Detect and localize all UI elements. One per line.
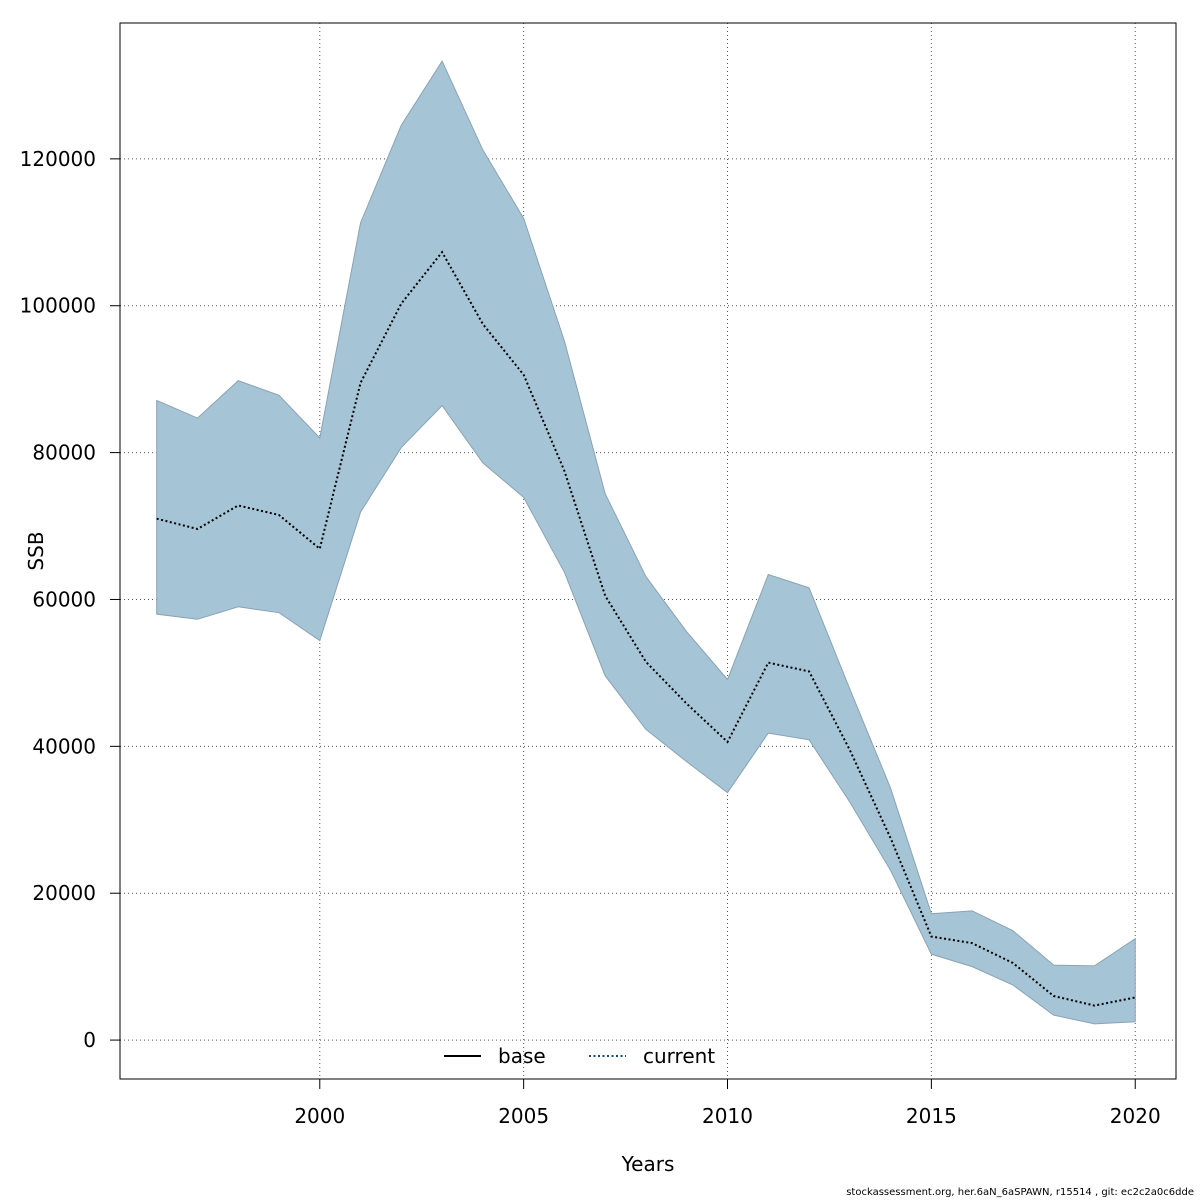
x-tick-label: 2020 <box>1110 1104 1161 1128</box>
y-axis: 0 20000 40000 60000 80000 100000 120000 <box>20 147 121 1052</box>
series-line-current <box>156 250 1136 1007</box>
y-tick-label: 0 <box>83 1028 96 1052</box>
legend-label-base: base <box>498 1044 546 1068</box>
confidence-band <box>156 60 1136 1025</box>
y-tick-label: 120000 <box>20 147 96 171</box>
x-axis: 2000 2005 2010 2015 2020 <box>294 1078 1161 1128</box>
y-tick-label: 80000 <box>32 441 96 465</box>
footer-note: stockassessment.org, her.6aN_6aSPAWN, r1… <box>846 1187 1194 1198</box>
y-tick-label: 60000 <box>32 587 96 611</box>
y-axis-label: SSB <box>24 531 48 570</box>
y-tick-label: 20000 <box>32 881 96 905</box>
x-tick-label: 2015 <box>906 1104 957 1128</box>
y-tick-label: 100000 <box>20 294 96 318</box>
y-tick-label: 40000 <box>32 734 96 758</box>
x-tick-label: 2005 <box>498 1104 549 1128</box>
x-axis-label: Years <box>621 1152 675 1176</box>
legend-label-current: current <box>643 1044 715 1068</box>
x-tick-label: 2010 <box>702 1104 753 1128</box>
x-tick-label: 2000 <box>294 1104 345 1128</box>
legend: base current <box>444 1044 715 1068</box>
